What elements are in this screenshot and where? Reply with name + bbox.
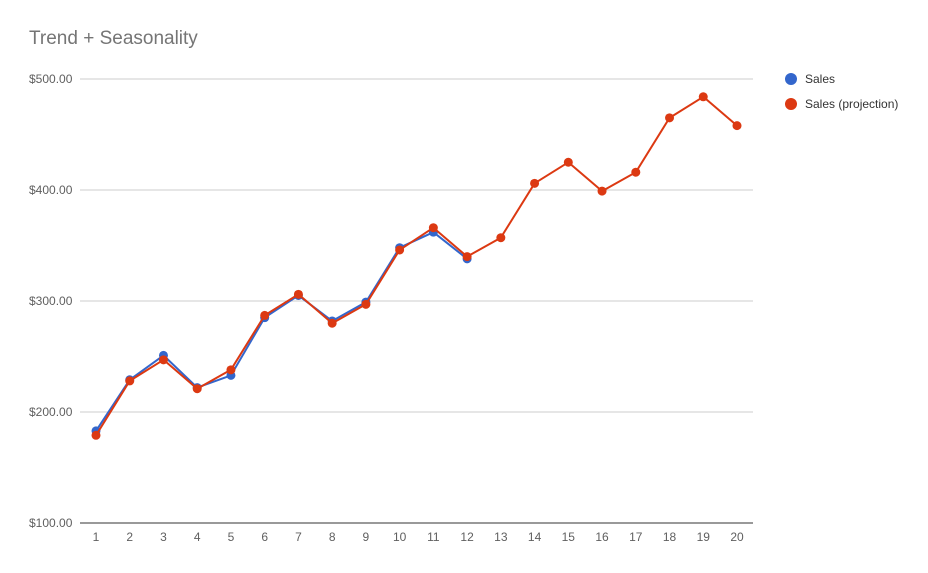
x-tick-label: 14 [528, 530, 542, 544]
x-tick-label: 11 [427, 530, 440, 544]
data-point-sales-projection[interactable] [192, 384, 202, 394]
legend-item-sales-projection[interactable]: Sales (projection) [785, 97, 898, 111]
series-line-sales-projection [95, 95, 738, 436]
legend-item-sales[interactable]: Sales [785, 72, 835, 86]
x-axis-labels: 1 2 3 4 5 6 7 8 9 10 11 12 13 14 15 16 17 18 19 20 [93, 530, 744, 544]
x-tick-label: 19 [697, 530, 711, 544]
data-point-sales-projection[interactable] [260, 310, 270, 320]
x-tick-label: 15 [562, 530, 576, 544]
series-group [91, 92, 742, 440]
data-point-sales-projection[interactable] [631, 167, 641, 177]
x-tick-label: 18 [663, 530, 677, 544]
x-tick-label: 4 [194, 530, 201, 544]
x-tick-label: 10 [393, 530, 407, 544]
x-tick-label: 20 [730, 530, 744, 544]
data-point-sales-projection[interactable] [496, 233, 506, 243]
legend-swatch [785, 73, 797, 85]
data-point-sales-projection[interactable] [125, 376, 135, 386]
data-point-sales-projection[interactable] [563, 157, 573, 167]
data-point-sales-projection[interactable] [530, 178, 540, 188]
data-point-sales-projection[interactable] [732, 121, 742, 131]
data-point-sales-projection[interactable] [327, 318, 337, 328]
data-point-sales-projection[interactable] [698, 92, 708, 102]
y-axis-labels: $100.00 $200.00 $300.00 $400.00 $500.00 [29, 72, 73, 530]
y-tick-label: $300.00 [29, 294, 73, 308]
x-tick-label: 1 [93, 530, 100, 544]
data-point-sales-projection[interactable] [395, 245, 405, 255]
data-point-sales-projection[interactable] [293, 289, 303, 299]
x-tick-label: 8 [329, 530, 336, 544]
x-tick-label: 3 [160, 530, 167, 544]
x-tick-label: 17 [629, 530, 643, 544]
chart-title: Trend + Seasonality [29, 28, 198, 49]
data-point-sales-projection[interactable] [597, 186, 607, 196]
x-tick-label: 2 [126, 530, 133, 544]
data-point-sales-projection[interactable] [665, 113, 675, 123]
grid-lines [80, 78, 753, 524]
x-tick-label: 6 [261, 530, 268, 544]
data-point-sales-projection[interactable] [158, 355, 168, 365]
x-tick-label: 7 [295, 530, 302, 544]
data-point-sales-projection[interactable] [462, 252, 472, 262]
y-tick-label: $400.00 [29, 183, 73, 197]
data-point-sales-projection[interactable] [91, 430, 101, 440]
legend-swatch [785, 98, 797, 110]
y-tick-label: $200.00 [29, 405, 73, 419]
data-point-sales-projection[interactable] [226, 365, 236, 375]
series-line-sales [95, 231, 468, 432]
x-tick-label: 9 [363, 530, 370, 544]
legend-label: Sales (projection) [805, 97, 898, 111]
data-point-sales-projection[interactable] [428, 223, 438, 233]
y-tick-label: $500.00 [29, 72, 73, 86]
x-tick-label: 5 [228, 530, 235, 544]
data-point-sales-projection[interactable] [361, 299, 371, 309]
legend-label: Sales [805, 72, 835, 86]
x-tick-label: 16 [595, 530, 609, 544]
legend: Sales Sales (projection) [785, 72, 898, 111]
x-tick-label: 12 [460, 530, 474, 544]
y-tick-label: $100.00 [29, 516, 73, 530]
x-tick-label: 13 [494, 530, 508, 544]
